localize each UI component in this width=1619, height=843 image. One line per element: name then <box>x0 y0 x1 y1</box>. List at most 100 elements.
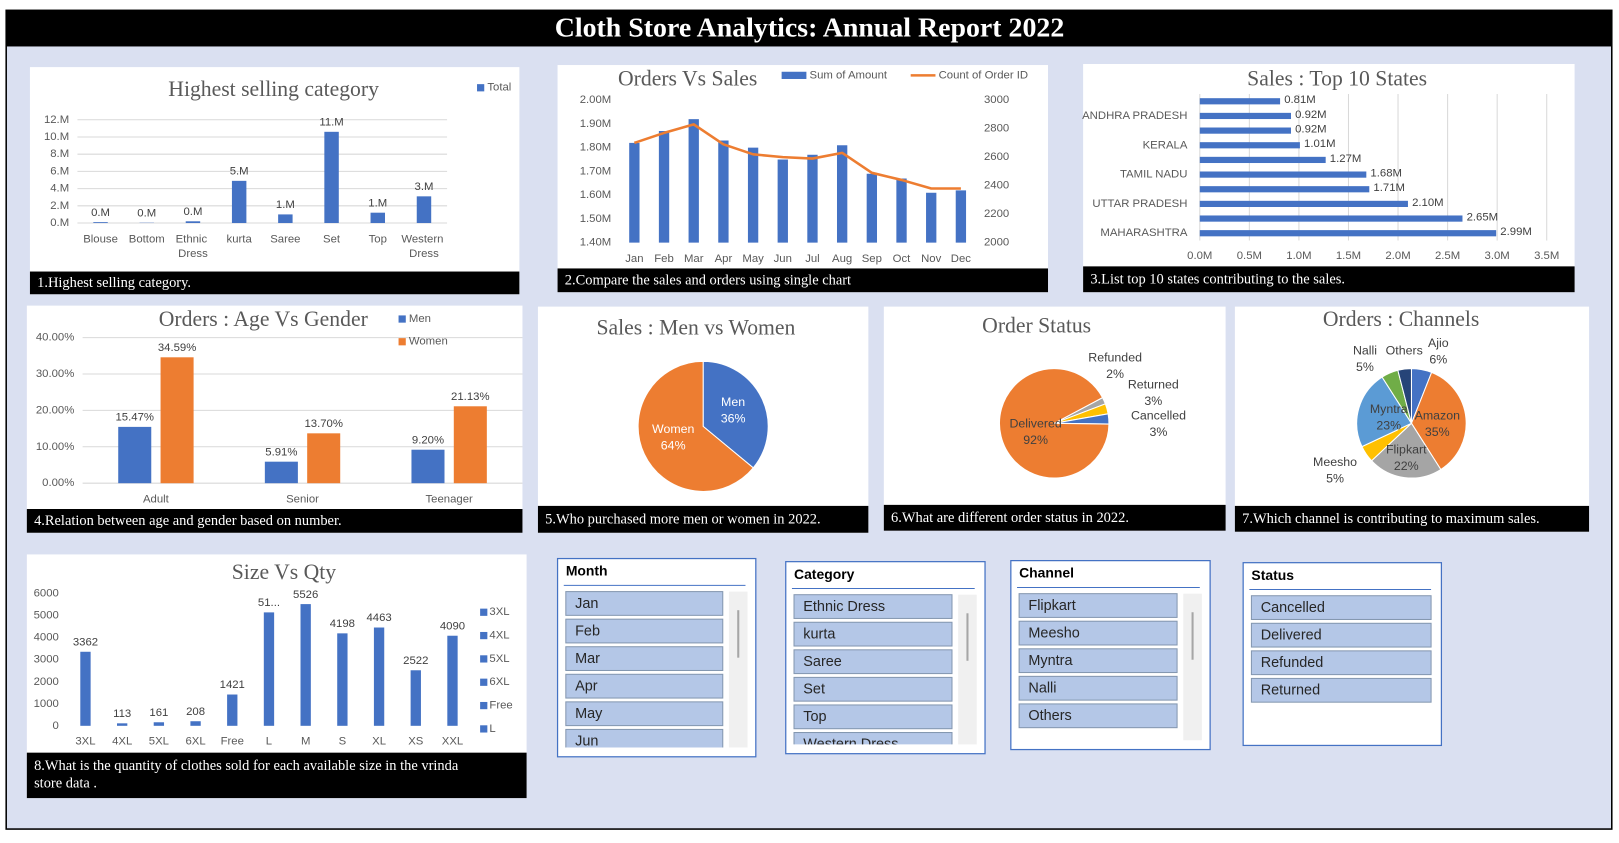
slicer-item[interactable]: Cancelled <box>1250 595 1432 620</box>
x-tick-label: kurta <box>227 234 253 246</box>
bar <box>300 604 311 726</box>
slicer-item[interactable]: Refunded <box>1250 650 1432 676</box>
slicer-item[interactable]: Feb <box>565 618 724 644</box>
bar <box>453 406 487 484</box>
slicer-item[interactable]: Set <box>793 676 953 702</box>
slicer-item-label: Others <box>1028 708 1071 724</box>
legend-swatch <box>398 315 406 323</box>
slicer-scrollbar[interactable] <box>728 591 748 748</box>
slicer-item[interactable]: Myntra <box>1018 648 1178 674</box>
pie-label: Myntra <box>1370 402 1408 416</box>
slicer-item-button <box>1018 648 1178 674</box>
pie-label: Delivered <box>1009 417 1061 431</box>
bar <box>747 147 759 243</box>
bar <box>1199 230 1497 237</box>
x-tick-label: Free <box>221 735 244 747</box>
pie-label: Ajio <box>1428 336 1449 350</box>
bar <box>807 154 818 243</box>
y-tick-label: 8.M <box>50 148 69 160</box>
x-tick-label: Aug <box>832 253 852 265</box>
data-label: 0.M <box>137 207 156 219</box>
x-tick-label: Teenager <box>425 494 473 506</box>
slicer-item[interactable]: May <box>565 701 724 727</box>
pie-label: Refunded <box>1088 351 1142 365</box>
x-tick-label: Bottom <box>129 234 165 246</box>
slicer-item-button <box>1018 593 1178 618</box>
legend-swatch <box>480 725 488 733</box>
slicer-scrollbar[interactable] <box>1183 593 1202 741</box>
pie-value-label: 5% <box>1356 360 1374 374</box>
bar <box>447 635 458 726</box>
slicer-item-button <box>1250 677 1432 703</box>
bar <box>1199 142 1300 149</box>
x-tick-label: Set <box>323 234 341 246</box>
bar <box>410 670 421 726</box>
slicer-scrollbar[interactable] <box>958 594 977 745</box>
bar <box>80 651 91 726</box>
slicer-item[interactable]: kurta <box>793 621 953 647</box>
bar <box>307 433 341 484</box>
pie-value-label: 3% <box>1144 394 1162 408</box>
data-label: 1.M <box>276 199 295 211</box>
bar <box>370 212 386 224</box>
data-label: 2522 <box>403 655 428 667</box>
slicer-item[interactable]: Flipkart <box>1018 593 1178 618</box>
x-tick-label: Senior <box>286 494 319 506</box>
slicer-item[interactable]: Nalli <box>1018 675 1178 701</box>
slicer-item[interactable]: Apr <box>565 673 724 699</box>
x-tick-label: 3.5M <box>1534 250 1559 262</box>
slicer-item-label: Apr <box>575 678 598 694</box>
y-tick-label: 12.M <box>44 114 69 126</box>
slicer-item[interactable]: Jun <box>565 728 724 753</box>
slicer-item-label: Flipkart <box>1028 598 1075 614</box>
bar <box>1199 112 1291 120</box>
bar <box>263 612 275 726</box>
chart-panel <box>29 67 520 295</box>
bar <box>160 357 194 484</box>
data-label: 0.M <box>91 207 110 219</box>
slicer-item-button <box>1250 595 1432 620</box>
chart-title: Order Status <box>982 313 1091 337</box>
y-tick-label: 6000 <box>34 588 59 600</box>
slicer-item[interactable]: Saree <box>793 649 953 675</box>
slicer-item-label: May <box>575 706 603 722</box>
x-tick-label: Dec <box>951 253 972 265</box>
y-tick-label: 10.00% <box>36 441 74 453</box>
y-tick-label: 40.00% <box>36 332 74 344</box>
x-tick-label: 0.5M <box>1237 250 1262 262</box>
pie-value-label: 23% <box>1376 419 1401 433</box>
chart-caption: 4.Relation between age and gender based … <box>34 513 342 529</box>
slicer-item[interactable]: Jan <box>565 591 724 616</box>
data-label: 0.92M <box>1295 124 1327 136</box>
y-tick-label: 0.00% <box>42 477 74 489</box>
slicer-item[interactable]: Meesho <box>1018 620 1178 646</box>
slicer-item[interactable]: Ethnic Dress <box>793 594 953 619</box>
pie-value-label: 6% <box>1429 353 1447 367</box>
y-tick-label: 4000 <box>34 632 59 644</box>
x-tick-label: Sep <box>862 253 882 265</box>
y-tick-label: 1.70M <box>580 165 612 177</box>
pie-label: Cancelled <box>1131 408 1186 422</box>
slicer-item-button <box>1018 620 1178 646</box>
y-tick-label: 20.00% <box>36 404 74 416</box>
slicer-item-label: Top <box>803 709 826 725</box>
bar <box>926 192 937 243</box>
legend-label: Total <box>487 82 511 94</box>
x-tick-label: Feb <box>654 253 674 265</box>
bar <box>264 461 298 484</box>
bar <box>1199 98 1281 105</box>
slicer-item-label: Returned <box>1261 683 1320 699</box>
y2-tick-label: 2000 <box>984 237 1009 249</box>
slicer-item[interactable]: Top <box>793 704 953 730</box>
legend-swatch <box>480 701 488 710</box>
slicer-item[interactable]: Others <box>1018 703 1178 729</box>
slicer-item[interactable]: Mar <box>565 646 724 671</box>
slicer-item[interactable]: Returned <box>1250 677 1432 703</box>
slicer-item[interactable]: Delivered <box>1250 622 1432 648</box>
data-label: 15.47% <box>116 412 154 424</box>
chart-panel <box>1083 64 1575 293</box>
pie-label: Returned <box>1128 377 1179 391</box>
slicer-item[interactable]: Western Dress <box>793 732 953 757</box>
